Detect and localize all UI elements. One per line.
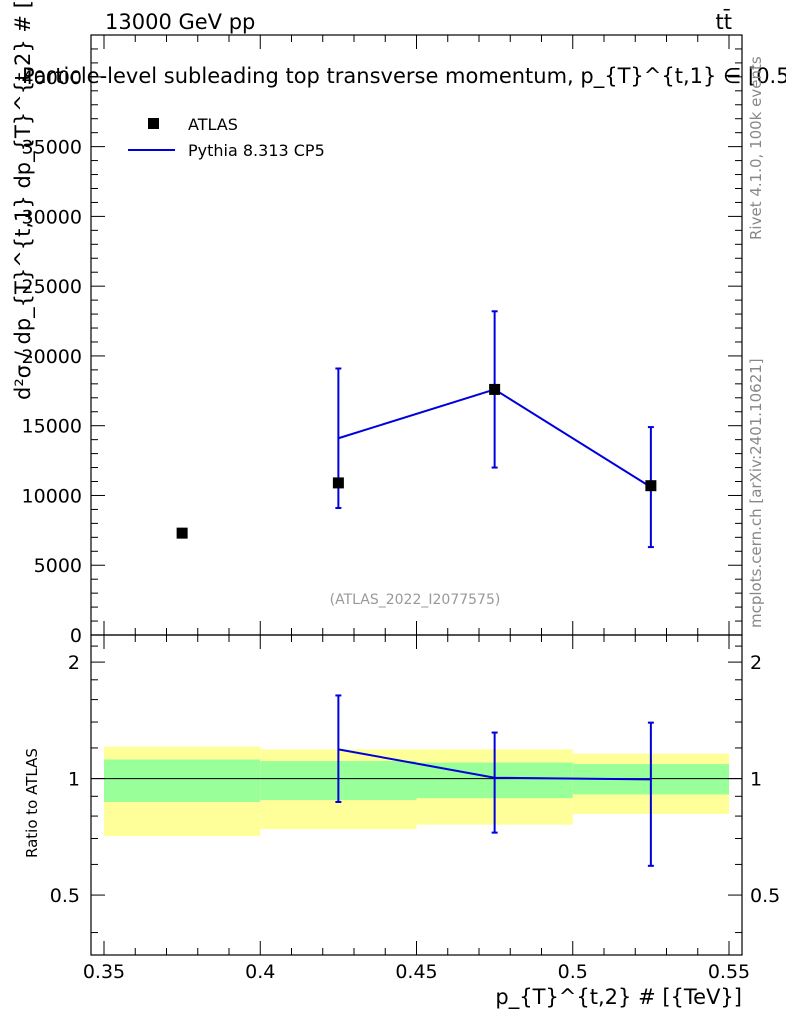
legend-mc-label: Pythia 8.313 CP5 <box>188 141 325 160</box>
ratio-y-tick-label-right: 0.5 <box>750 885 780 907</box>
rivet-label: Rivet 4.1.0, 100k events <box>747 56 765 240</box>
x-tick-label: 0.5 <box>558 961 588 983</box>
data-point <box>645 480 657 492</box>
x-axis-title: p_{T}^{t,2} # [{TeV}] <box>495 985 742 1010</box>
x-tick-label: 0.35 <box>83 961 125 983</box>
analysis-watermark: (ATLAS_2022_I2077575) <box>330 592 501 608</box>
x-tick-label: 0.4 <box>245 961 275 983</box>
chart-title: Particle-level subleading top transverse… <box>22 64 786 89</box>
ratio-series <box>335 694 654 867</box>
main-y-tick-label: 25000 <box>22 276 82 298</box>
ratio-y-tick-label-right: 1 <box>750 769 762 791</box>
main-y-axis-title: d²σ / dp_{T}^{t,1} dp_{T}^{t,2} # [{fb} … <box>11 0 36 400</box>
ratio-y-tick-label-right: 2 <box>750 652 762 674</box>
legend: ATLAS Pythia 8.313 CP5 <box>128 115 325 160</box>
main-y-tick-label: 10000 <box>22 485 82 507</box>
main-y-tick-label: 5000 <box>34 555 82 577</box>
data-point <box>332 477 344 489</box>
x-tick-label: 0.45 <box>395 961 437 983</box>
band-inner-0 <box>104 759 261 802</box>
main-y-tick-label: 0 <box>70 625 82 647</box>
ratio-y-tick-label-left: 0.5 <box>50 885 80 907</box>
ratio-y-tick-label-left: 2 <box>68 652 80 674</box>
data-point <box>176 527 188 539</box>
ratio-y-axis-title: Ratio to ATLAS <box>23 748 41 858</box>
energy-label: 13000 GeV pp <box>105 10 255 34</box>
ratio-uncertainty-bands <box>104 746 729 837</box>
process-label: tt̄ <box>716 9 732 34</box>
legend-data-marker <box>148 118 159 129</box>
x-tick-label: 0.55 <box>708 961 750 983</box>
ratio-y-tick-label-left: 1 <box>68 769 80 791</box>
main-y-tick-label: 40000 <box>22 67 82 89</box>
main-y-tick-label: 30000 <box>22 206 82 228</box>
mcplots-label: mcplots.cern.ch [arXiv:2401.10621] <box>747 358 765 628</box>
main-y-tick-label: 15000 <box>22 416 82 438</box>
data-point <box>489 383 501 395</box>
main-y-tick-label: 20000 <box>22 346 82 368</box>
main-axes: 0 5000 10000 15000 20000 25000 30000 35000 40000 <box>22 34 742 647</box>
main-y-tick-label: 35000 <box>22 137 82 159</box>
legend-data-label: ATLAS <box>188 115 238 134</box>
main-series <box>176 310 657 549</box>
